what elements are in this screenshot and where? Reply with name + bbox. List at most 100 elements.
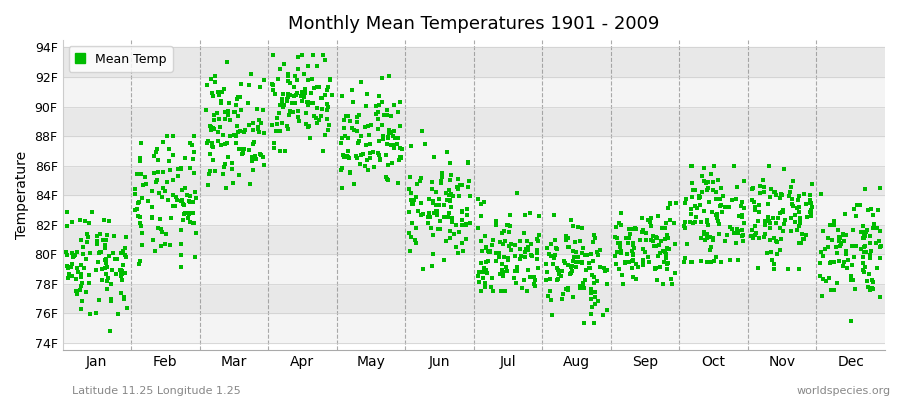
Point <box>98 245 112 251</box>
Point <box>61 274 76 281</box>
Point <box>166 177 181 184</box>
Point <box>227 132 241 138</box>
Point <box>443 235 457 242</box>
Point <box>200 82 214 89</box>
Point <box>139 174 153 180</box>
Point <box>310 120 324 126</box>
Point <box>792 266 806 272</box>
Point <box>830 280 844 286</box>
Point <box>147 153 161 159</box>
Point <box>402 209 417 216</box>
Point <box>767 235 781 241</box>
Point <box>241 147 256 153</box>
Point <box>443 196 457 203</box>
Point <box>201 138 215 144</box>
Point <box>588 289 602 296</box>
Point <box>302 124 316 130</box>
Point <box>592 247 607 253</box>
Point <box>684 162 698 169</box>
Point <box>835 263 850 269</box>
Point <box>231 94 246 100</box>
Point <box>659 255 673 261</box>
Point <box>133 140 148 146</box>
Point <box>562 262 576 268</box>
Point <box>390 141 404 147</box>
Point <box>100 232 114 238</box>
Point <box>814 191 828 197</box>
Point <box>139 180 153 187</box>
Point <box>749 230 763 236</box>
Point <box>489 258 503 264</box>
Point <box>762 162 777 169</box>
Point <box>552 271 566 277</box>
Point <box>608 252 623 259</box>
Point <box>702 199 716 205</box>
Point <box>150 224 165 231</box>
Point <box>678 200 692 206</box>
Point <box>115 268 130 274</box>
Point <box>432 202 446 208</box>
Point <box>442 187 456 193</box>
Point <box>354 133 368 140</box>
Point <box>479 258 493 265</box>
Point <box>146 237 160 243</box>
Point <box>227 108 241 115</box>
Point <box>691 194 706 201</box>
Point <box>651 253 665 259</box>
Point <box>551 267 565 273</box>
Point <box>472 269 487 275</box>
Point <box>539 276 554 283</box>
Point <box>187 170 202 176</box>
Point <box>646 238 661 244</box>
Point <box>598 268 612 274</box>
Point <box>518 212 533 218</box>
Point <box>301 76 315 83</box>
Point <box>730 226 744 232</box>
Point <box>114 290 129 297</box>
Point <box>381 134 395 140</box>
Point <box>375 122 390 128</box>
Point <box>75 280 89 286</box>
Point <box>483 284 498 290</box>
Point <box>770 251 784 257</box>
Point <box>448 222 463 228</box>
Point <box>776 207 790 213</box>
Point <box>768 189 782 196</box>
Point <box>372 152 386 158</box>
Point <box>570 259 584 266</box>
Point <box>608 234 622 240</box>
Point <box>521 267 535 273</box>
Point <box>92 249 106 256</box>
Point <box>443 177 457 183</box>
Point <box>343 118 357 124</box>
Point <box>64 273 78 279</box>
Point <box>758 222 772 229</box>
Point <box>118 252 132 258</box>
Point <box>626 248 640 254</box>
Point <box>587 320 601 326</box>
Point <box>561 286 575 293</box>
Point <box>181 214 195 221</box>
Point <box>421 210 436 216</box>
Point <box>871 207 886 214</box>
Point <box>130 171 145 177</box>
Point <box>437 214 452 220</box>
Point <box>554 273 568 280</box>
Point <box>231 112 246 119</box>
Point <box>585 272 599 278</box>
Point <box>281 91 295 97</box>
Point <box>118 245 132 252</box>
Point <box>580 252 595 258</box>
Point <box>252 129 266 135</box>
Point <box>147 170 161 176</box>
Point <box>872 294 886 300</box>
Point <box>174 252 188 258</box>
Point <box>104 281 118 287</box>
Point <box>452 229 466 236</box>
Point <box>656 248 670 254</box>
Point <box>616 281 630 287</box>
Point <box>727 230 742 236</box>
Point <box>295 98 310 104</box>
Point <box>701 179 716 186</box>
Point <box>579 266 593 273</box>
